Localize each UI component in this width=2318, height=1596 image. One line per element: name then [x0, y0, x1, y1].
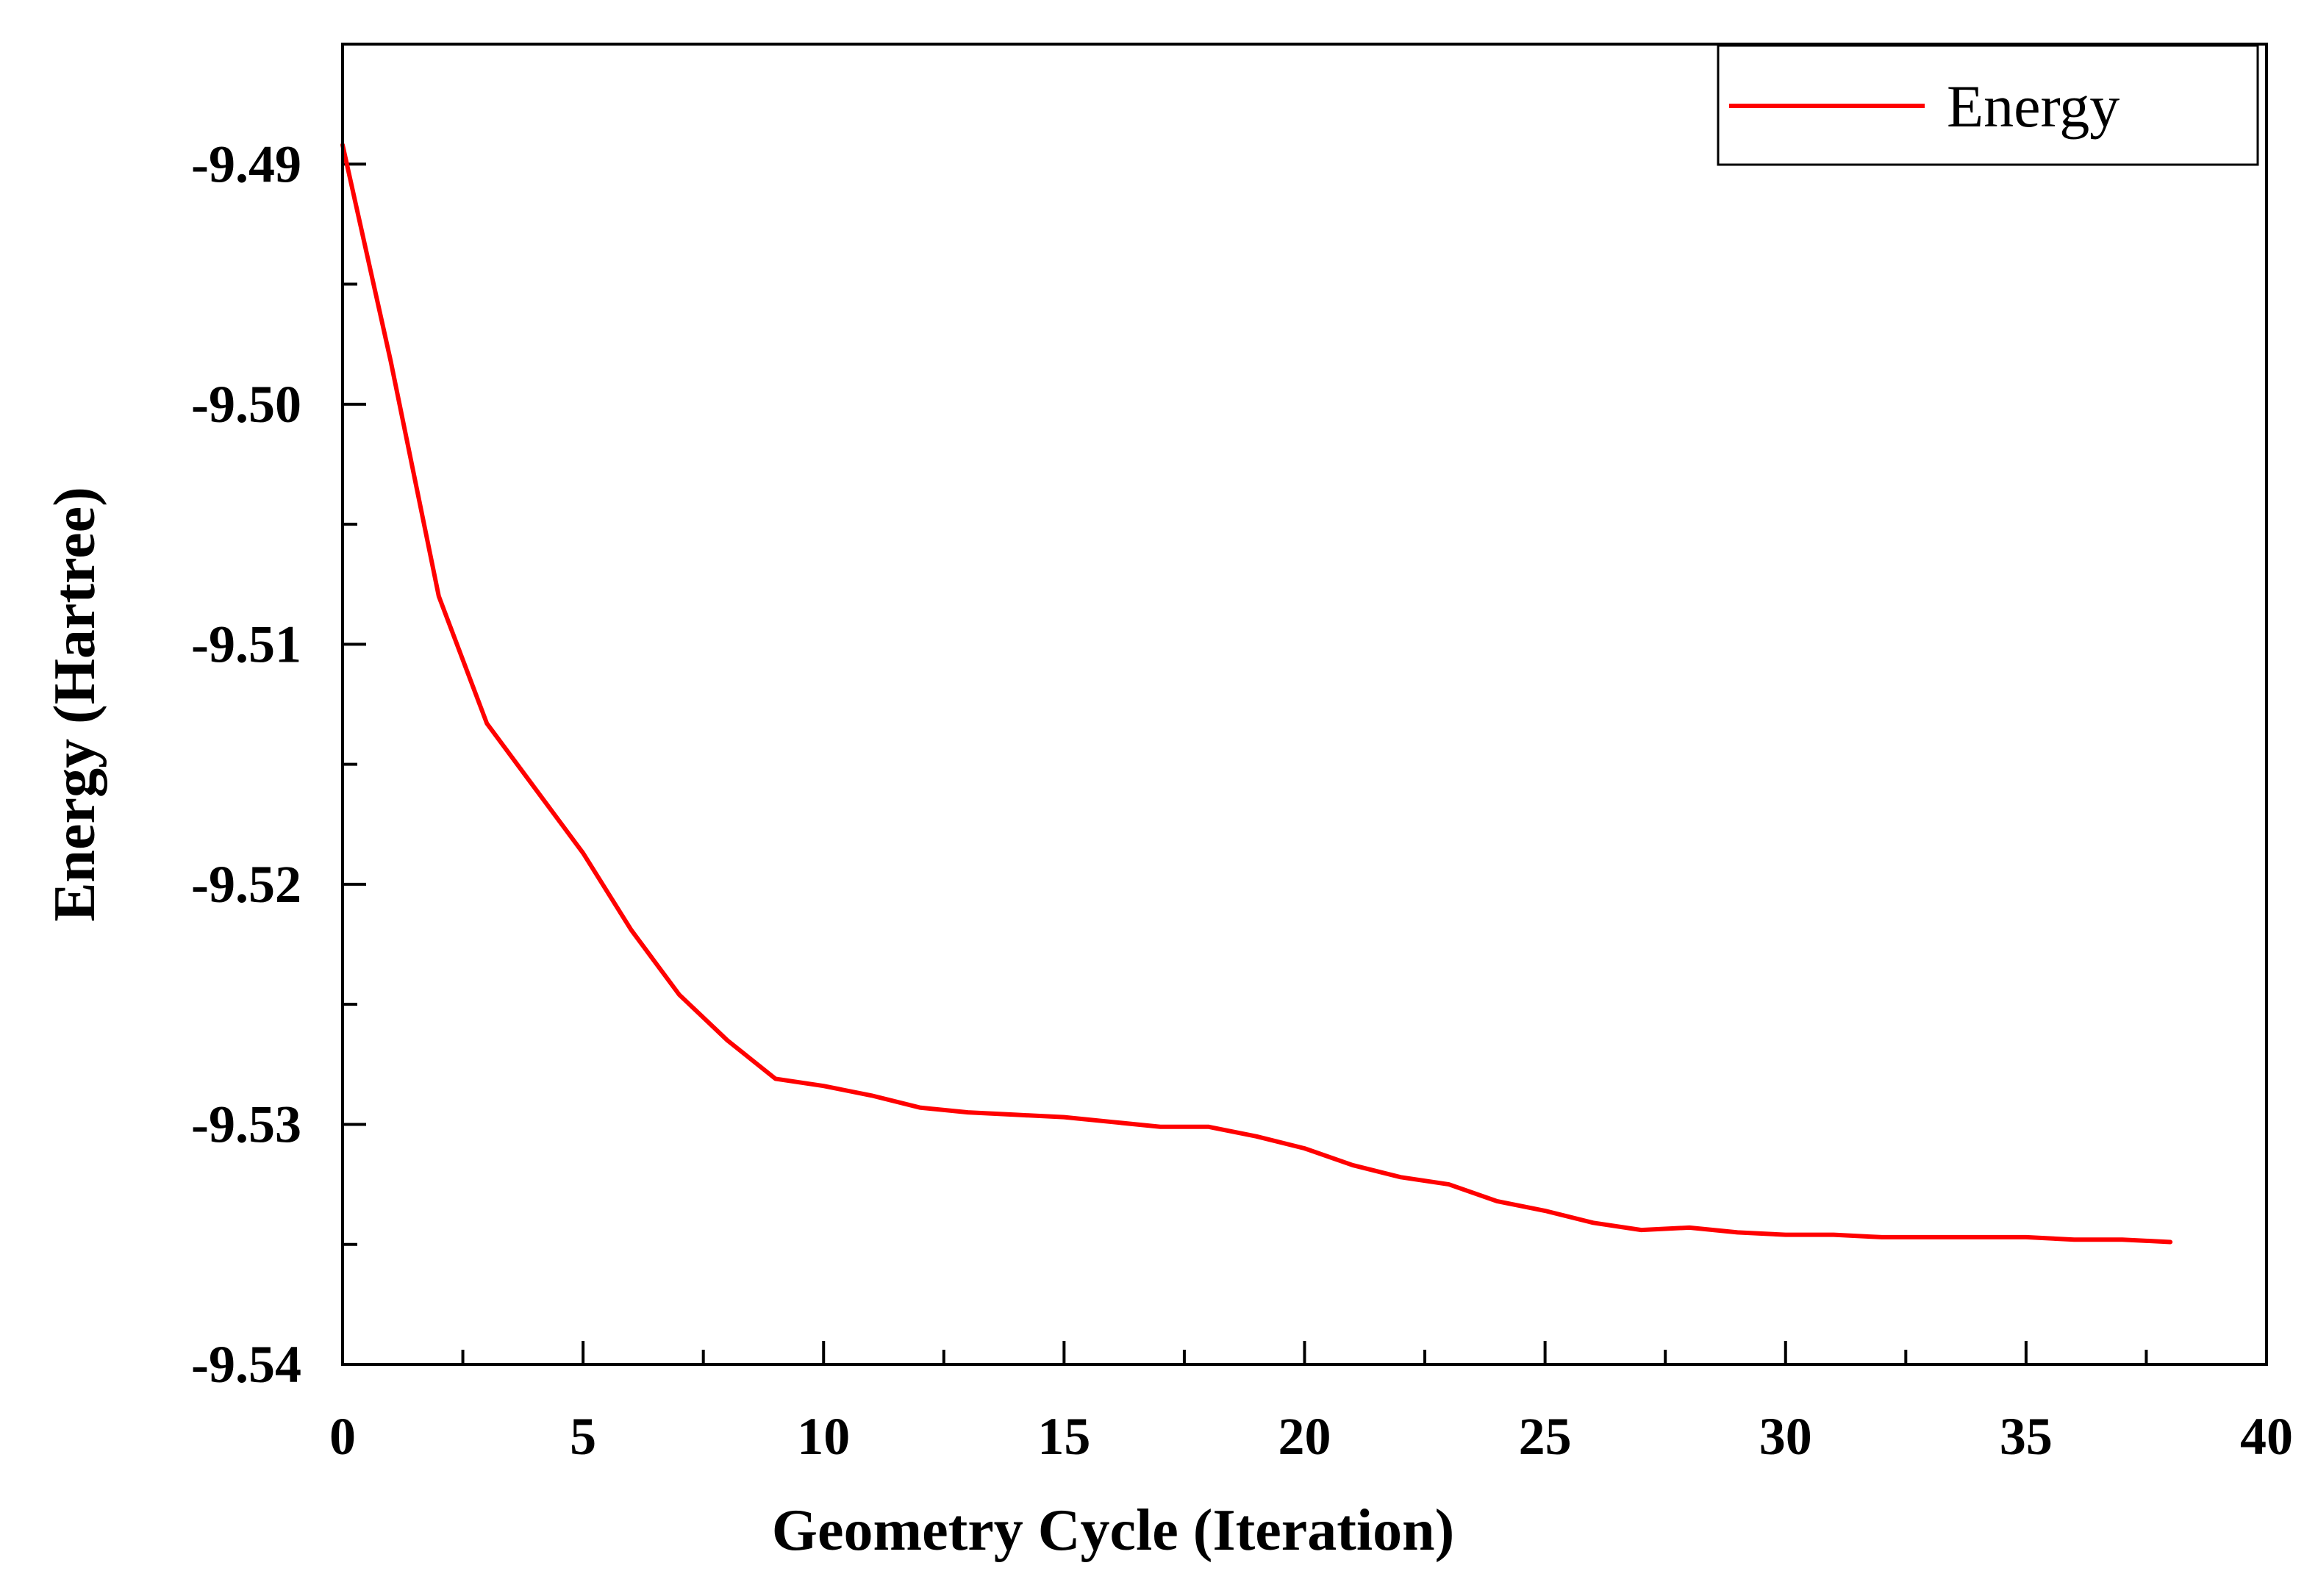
- x-tick-label: 10: [797, 1407, 850, 1466]
- legend: Energy: [1717, 44, 2259, 166]
- energy-series-line: [340, 143, 2173, 1245]
- x-tick-label: 25: [1519, 1407, 1572, 1466]
- x-axis-title: Geometry Cycle (Iteration): [772, 1498, 1454, 1563]
- x-tick-label: 5: [570, 1407, 596, 1466]
- x-tick-label: 0: [329, 1407, 356, 1466]
- y-tick-label: -9.50: [191, 375, 301, 434]
- y-tick-label: -9.49: [191, 135, 301, 193]
- plot-frame: [341, 43, 2268, 1366]
- x-tick-label: 30: [1759, 1407, 1812, 1466]
- x-tick-label: 15: [1037, 1407, 1090, 1466]
- y-tick-label: -9.51: [191, 615, 301, 673]
- y-tick-label: -9.54: [191, 1335, 301, 1394]
- x-tick-labels: 0 5 10 15 20 25 30 35 40: [329, 1407, 2293, 1466]
- legend-label-energy: Energy: [1947, 73, 2120, 140]
- y-tick-label: -9.53: [191, 1095, 301, 1153]
- y-tick-labels: -9.54 -9.53 -9.52 -9.51 -9.50 -9.49: [191, 135, 301, 1394]
- y-axis-title: Energy (Hartree): [43, 487, 107, 922]
- x-tick-label: 40: [2240, 1407, 2293, 1466]
- y-tick-label: -9.52: [191, 855, 301, 914]
- x-tick-label: 35: [2000, 1407, 2053, 1466]
- x-tick-label: 20: [1278, 1407, 1331, 1466]
